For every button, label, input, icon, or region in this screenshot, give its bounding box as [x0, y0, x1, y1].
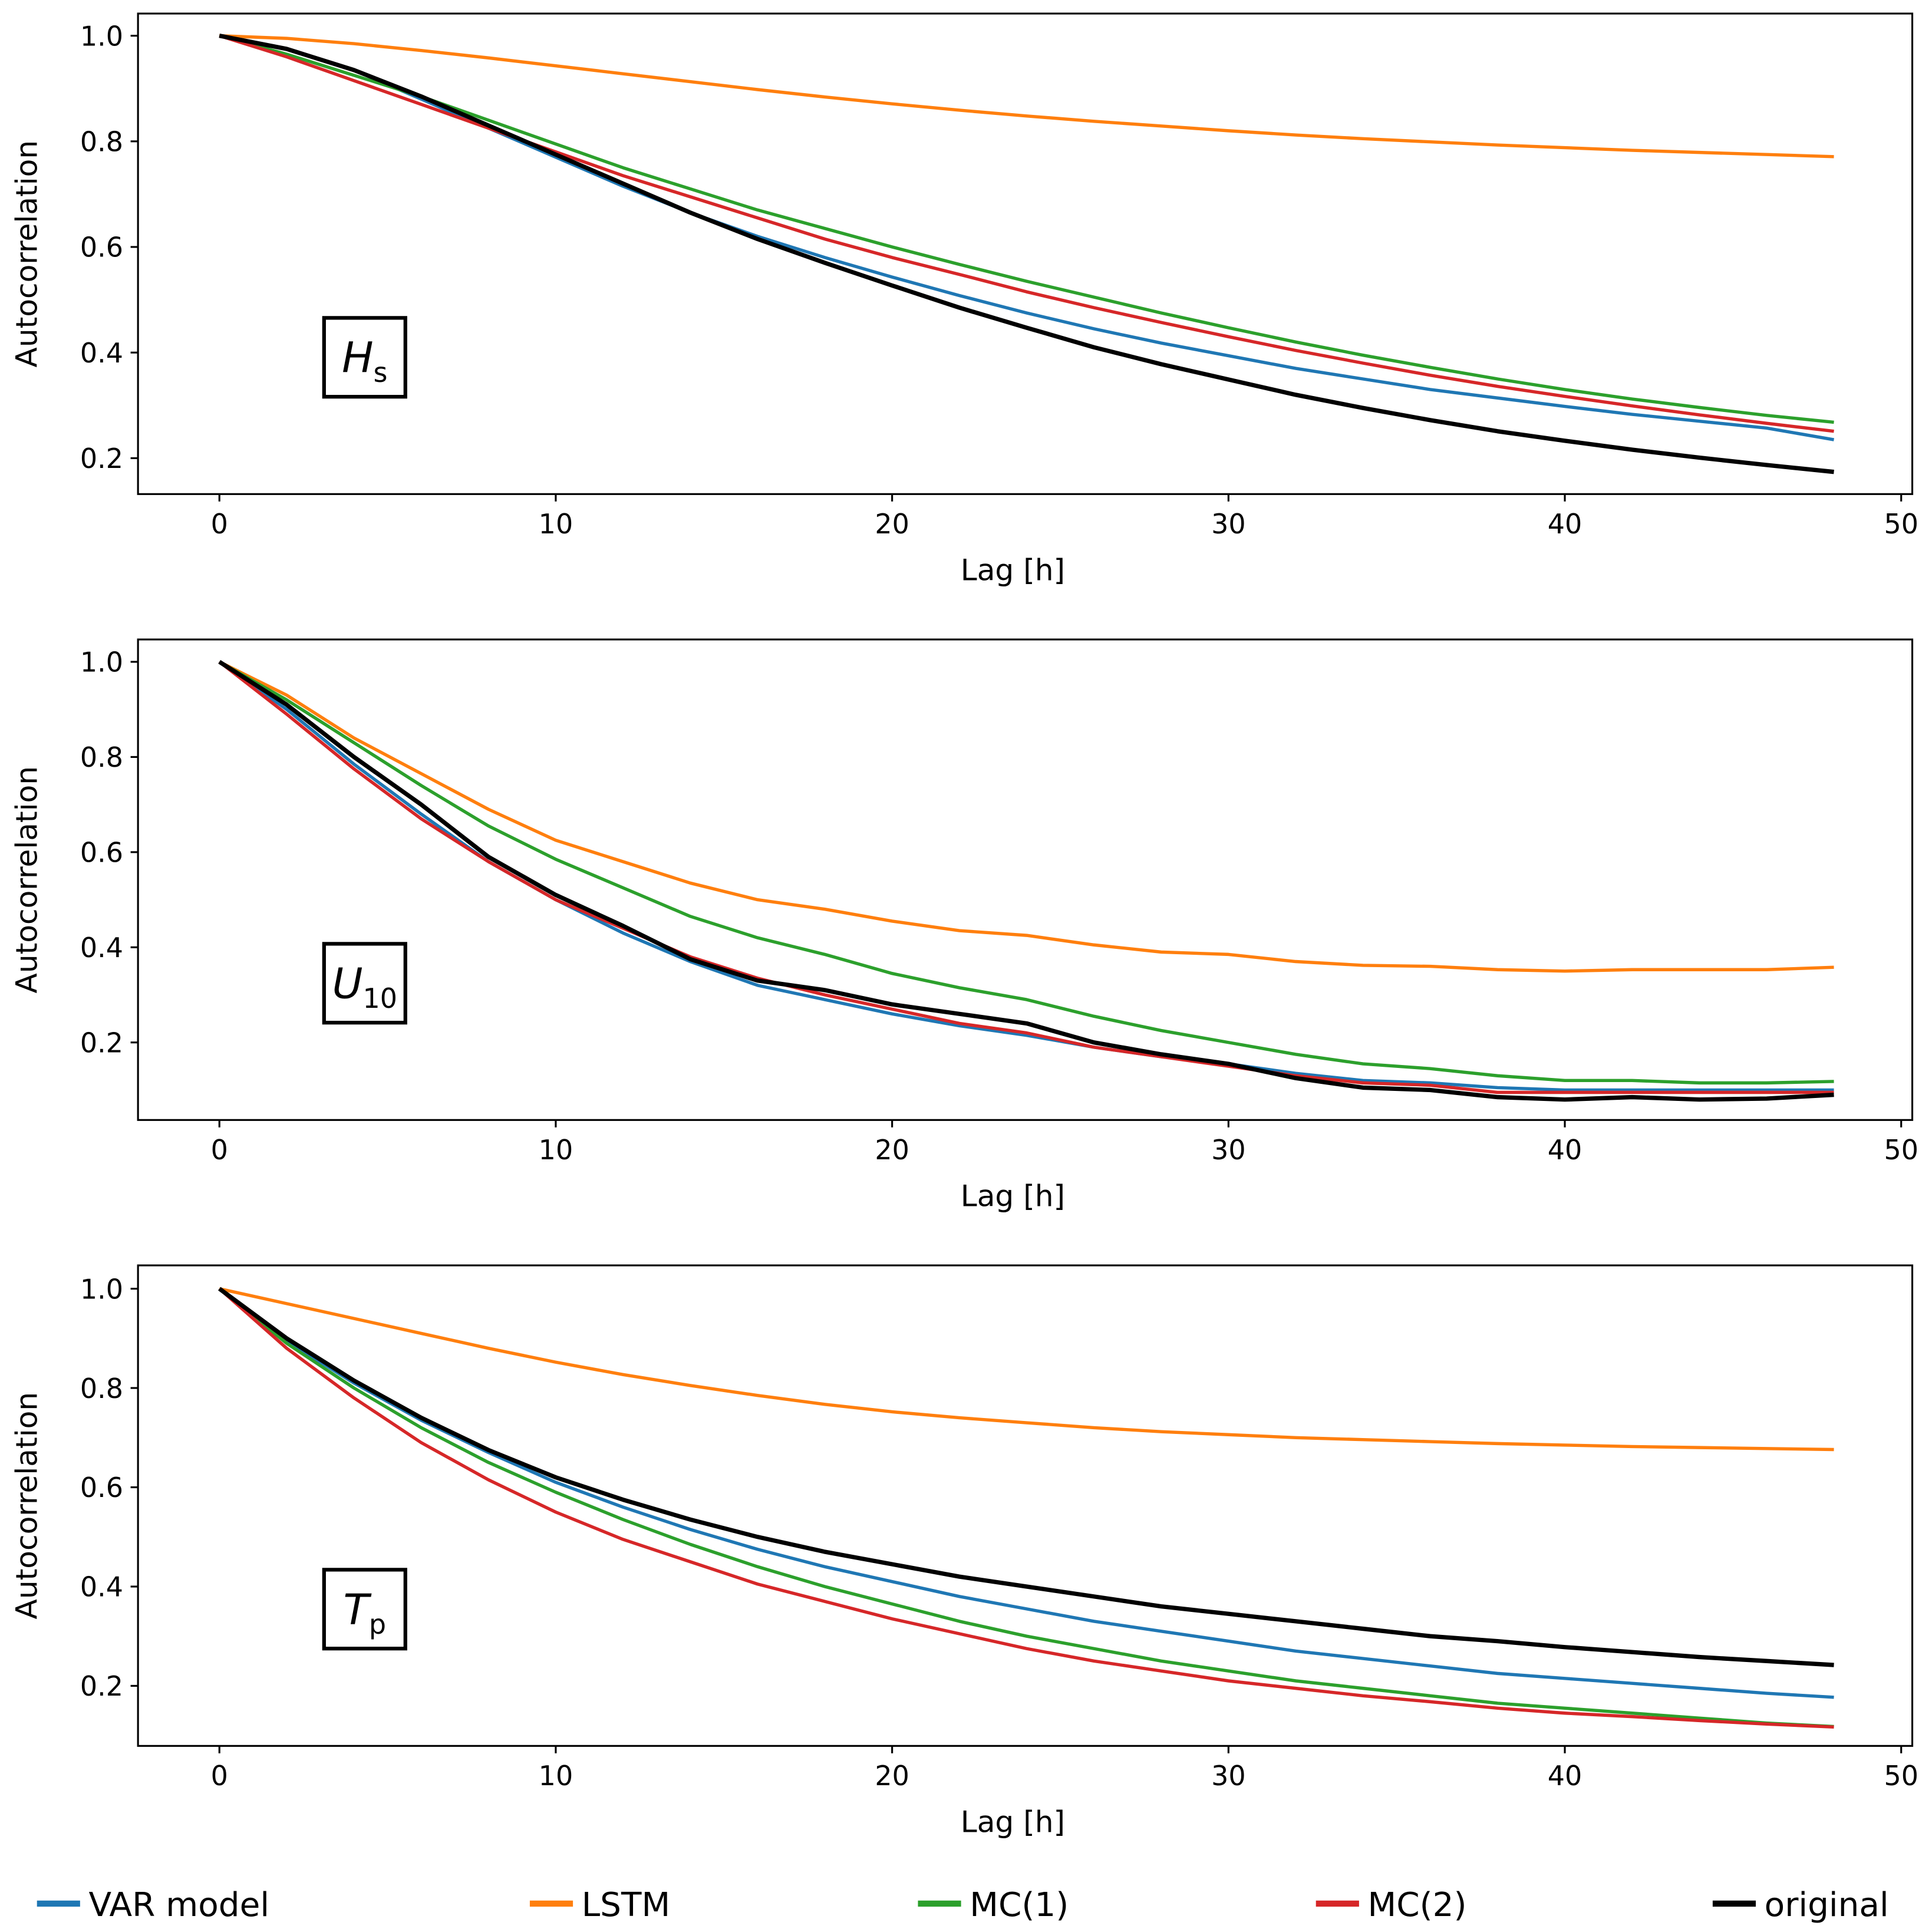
series-line: [218, 1287, 1834, 1667]
x-tick-label: 40: [1548, 508, 1582, 540]
plot-area: [219, 34, 1835, 474]
series-line: [218, 1287, 1834, 1729]
y-tick-label: 0.6: [80, 232, 123, 263]
legend-label: MC(1): [970, 1886, 1069, 1924]
series-line: [219, 34, 1834, 474]
series-line: [219, 34, 1834, 433]
x-tick-label: 20: [875, 1134, 909, 1166]
axes-frame: [137, 638, 1914, 1121]
x-tick-label: 0: [211, 508, 228, 540]
annotation-subscript: s: [374, 357, 388, 388]
x-tick-label: 40: [1548, 1134, 1582, 1166]
y-tick-label: 1.0: [80, 1273, 123, 1305]
y-tick-label: 0.2: [80, 1670, 123, 1702]
annotation-symbol: U: [332, 959, 363, 1008]
annotation-symbol: T: [343, 1585, 372, 1634]
legend-label: MC(2): [1368, 1886, 1467, 1924]
x-tick-label: 30: [1211, 508, 1246, 540]
annotation: U10: [332, 959, 398, 1014]
x-tick-label: 50: [1884, 1760, 1918, 1792]
y-tick-label: 0.6: [80, 1472, 123, 1503]
annotation: Tp: [343, 1585, 386, 1640]
plot-area: [218, 660, 1834, 1102]
x-tick-label: 10: [539, 1134, 573, 1166]
y-axis-label: Autocorrelation: [9, 140, 44, 368]
x-tick-label: 50: [1884, 508, 1918, 540]
y-tick-label: 1.0: [80, 647, 123, 678]
series-line: [219, 660, 1834, 973]
annotation-box: [322, 942, 407, 1025]
series-line: [218, 660, 1834, 1094]
x-tick-label: 0: [211, 1134, 228, 1166]
y-axis-label: Autocorrelation: [9, 1392, 44, 1620]
series-line: [219, 1287, 1834, 1452]
y-axis-label: Autocorrelation: [9, 766, 44, 994]
x-tick-label: 50: [1884, 1134, 1918, 1166]
x-tick-label: 10: [539, 508, 573, 540]
annotation-box: [322, 1568, 407, 1651]
y-tick-label: 0.6: [80, 837, 123, 869]
series-line: [219, 34, 1835, 441]
series-line: [219, 34, 1834, 424]
annotation: Hs: [342, 333, 387, 388]
x-tick-label: 20: [875, 508, 909, 540]
annotation-subscript: p: [369, 1608, 386, 1640]
y-tick-label: 0.8: [80, 126, 123, 158]
annotation-subscript: 10: [363, 982, 398, 1014]
x-tick-label: 10: [539, 1760, 573, 1792]
series-line: [218, 660, 1834, 1102]
legend-label: LSTM: [582, 1886, 670, 1924]
x-tick-label: 0: [211, 1760, 228, 1792]
plot-area: [218, 1287, 1834, 1729]
x-axis-label: Lag [h]: [961, 1805, 1065, 1839]
annotation-box: [322, 316, 407, 399]
axes-frame: [137, 1264, 1914, 1747]
legend-label: VAR model: [89, 1886, 269, 1924]
x-tick-label: 40: [1548, 1760, 1582, 1792]
y-tick-label: 0.4: [80, 932, 123, 964]
x-axis-label: Lag [h]: [961, 1179, 1065, 1214]
subplot: 0.2 0.4 0.6 0.8 1.0 0 10 20 30 40 50 Lag [h] Autocor…: [9, 638, 1918, 1214]
series-line: [218, 1287, 1834, 1699]
y-tick-label: 0.4: [80, 1571, 123, 1603]
subplot: 0.2 0.4 0.6 0.8 1.0 0 10 20 30 40 50 Lag [h] Autocor…: [9, 1264, 1918, 1839]
series-line: [218, 1287, 1834, 1729]
series-line: [219, 34, 1834, 159]
series-line: [218, 660, 1834, 1085]
y-tick-label: 1.0: [80, 20, 123, 52]
x-tick-label: 30: [1211, 1760, 1246, 1792]
x-tick-label: 20: [875, 1760, 909, 1792]
series-line: [218, 660, 1834, 1092]
y-tick-label: 0.2: [80, 1027, 123, 1059]
annotation-symbol: H: [342, 333, 373, 382]
y-tick-label: 0.8: [80, 1373, 123, 1404]
x-tick-label: 30: [1211, 1134, 1246, 1166]
y-tick-label: 0.4: [80, 337, 123, 369]
y-tick-label: 0.2: [80, 443, 123, 474]
axes-frame: [137, 12, 1914, 495]
legend-label: original: [1765, 1886, 1889, 1924]
subplot: 0.2 0.4 0.6 0.8 1.0 0 10 20 30 40 50 Lag [h] Autocor…: [9, 12, 1918, 588]
x-axis-label: Lag [h]: [961, 553, 1065, 588]
y-tick-label: 0.8: [80, 741, 123, 773]
